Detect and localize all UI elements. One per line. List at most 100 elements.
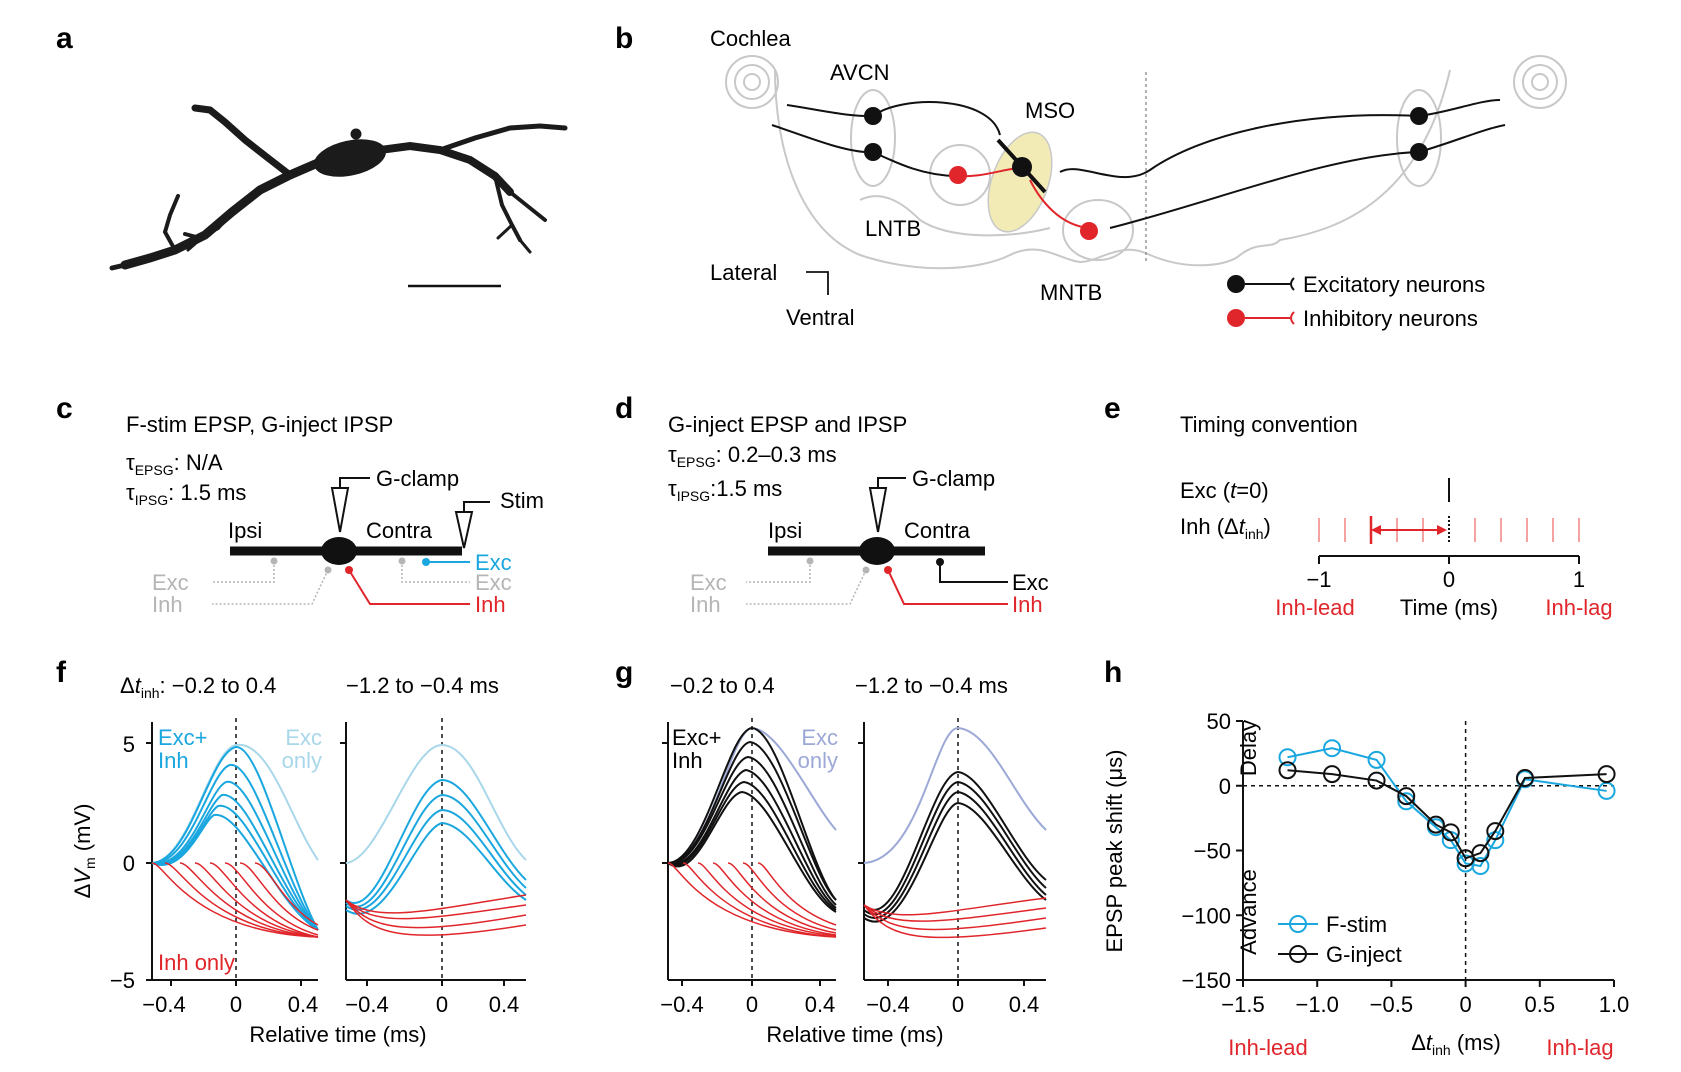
label-lateral: Lateral: [710, 260, 777, 285]
panel-d-title: G-inject EPSP and IPSP: [668, 412, 907, 437]
label-lntb: LNTB: [865, 216, 921, 241]
panel-d-inh-gray: Inh: [690, 592, 721, 617]
g-xtick-a3: 0.4: [805, 992, 836, 1017]
h-xlabel: Δtinh (ms): [1411, 1030, 1501, 1058]
panel-letter-h: h: [1104, 656, 1122, 689]
h-ytick-label: −100: [1181, 903, 1231, 928]
h-point-f-stim: [1323, 739, 1342, 758]
lntb-neuron: [949, 166, 967, 184]
h-point-g-inject: [1323, 765, 1342, 784]
f-xtick-b1: −0.4: [345, 992, 388, 1017]
panel-letter-f: f: [56, 656, 67, 689]
circuit-diagram: Cochlea AVCN MSO LNTB MNTB Lateral Ventr…: [710, 26, 1567, 331]
legend-fstim-marker: [1289, 915, 1307, 933]
panel-e-lag: Inh-lag: [1545, 595, 1612, 620]
label-avcn: AVCN: [830, 60, 890, 85]
legend-inh-dot: [1227, 309, 1245, 327]
gclamp-electrode-icon: [330, 487, 350, 533]
inh-time-ticks: [1318, 518, 1580, 542]
h-point-g-inject: [1367, 771, 1386, 790]
h-point-g-inject: [1597, 765, 1616, 784]
h-delay-label: Delay: [1236, 720, 1261, 776]
f-ytick-0: 0: [123, 851, 135, 876]
panel-c-schematic: F-stim EPSP, G-inject IPSP τEPSG: N/A τI…: [126, 412, 544, 617]
h-legend-ginject: G-inject: [1326, 942, 1402, 967]
h-point-g-inject: [1515, 768, 1534, 787]
label-cochlea: Cochlea: [710, 26, 791, 51]
panel-f-title-left: Δtinh: −0.2 to 0.4: [120, 673, 276, 701]
f-right-exc-only: [345, 743, 527, 864]
panel-g-title-left: −0.2 to 0.4: [670, 673, 775, 698]
f-left-combined: [151, 745, 319, 931]
panel-c-inh-gray: Inh: [152, 592, 183, 617]
g-label-only2: only: [798, 748, 838, 773]
f-left-inh-only: [151, 862, 319, 938]
f-label-only2: only: [282, 748, 322, 773]
panel-d-tau-epsg: τEPSG: 0.2–0.3 ms: [668, 442, 837, 470]
h-advance-label: Advance: [1236, 869, 1261, 955]
panel-c-tau-epsg: τEPSG: N/A: [126, 450, 223, 478]
g-xlabel: Relative time (ms): [766, 1022, 943, 1047]
panel-letter-g: g: [615, 656, 633, 689]
f-xtick-a3: 0.4: [288, 992, 319, 1017]
panel-e-timing: Timing convention Exc (t=0) Inh (Δtinh) …: [1180, 412, 1613, 620]
h-lag-label: Inh-lag: [1546, 1035, 1613, 1060]
h-point-f-stim: [1397, 792, 1416, 811]
f-xtick-b3: 0.4: [489, 992, 520, 1017]
h-ytick-label: −50: [1194, 839, 1231, 864]
panel-letter-c: c: [56, 392, 73, 425]
soma: [859, 537, 895, 565]
h-xtick-label: −0.5: [1370, 992, 1413, 1017]
h-point-f-stim: [1278, 748, 1297, 767]
panel-e-exc-row: Exc (t=0): [1180, 478, 1269, 503]
f-label-combo1: Exc+: [158, 725, 208, 750]
panel-d-exc-gray: Exc: [690, 570, 727, 595]
gclamp-electrode-icon: [868, 487, 888, 533]
panel-e-lead: Inh-lead: [1275, 595, 1355, 620]
f-xtick-a2: 0: [230, 992, 242, 1017]
panel-letter-d: d: [615, 392, 633, 425]
panel-e-tick-minus1: −1: [1306, 567, 1331, 592]
legend-ginject-marker: [1289, 945, 1307, 963]
panel-c-tau-ipsg: τIPSG: 1.5 ms: [126, 480, 246, 508]
panel-g-traces: −0.2 to 0.4 −1.2 to −0.4 ms −0.4 0 0.4 −…: [660, 673, 1047, 1047]
panel-e-inh-row: Inh (Δtinh): [1180, 514, 1271, 542]
f-label-combo2: Inh: [158, 748, 189, 773]
h-point-g-inject: [1441, 823, 1460, 842]
h-xtick-label: −1.5: [1221, 992, 1264, 1017]
h-point-f-stim: [1367, 750, 1386, 769]
h-point-g-inject: [1278, 761, 1297, 780]
label-mntb: MNTB: [1040, 280, 1102, 305]
panel-c-exc-gray-right: Exc: [475, 570, 512, 595]
panel-e-xlabel: Time (ms): [1400, 595, 1498, 620]
label-ventral: Ventral: [786, 305, 855, 330]
panel-d-inh-red: Inh: [1012, 592, 1043, 617]
panel-e-tick-0: 0: [1443, 567, 1455, 592]
panel-d-contra: Contra: [904, 518, 971, 543]
panel-d-tau-ipsg: τIPSG:1.5 ms: [668, 476, 782, 504]
panel-c-contra: Contra: [366, 518, 433, 543]
f-label-inh-only: Inh only: [158, 950, 235, 975]
h-ylabel: EPSP peak shift (μs): [1102, 749, 1127, 952]
left-avcn: [850, 89, 896, 187]
panel-c-ipsi: Ipsi: [228, 518, 262, 543]
panel-letter-a: a: [56, 22, 73, 55]
h-point-g-inject: [1397, 787, 1416, 806]
panel-e-title: Timing convention: [1180, 412, 1358, 437]
g-left-combined: [667, 726, 837, 913]
right-avcn: [1396, 89, 1442, 187]
mntb-neuron: [1080, 222, 1098, 240]
panel-c-title: F-stim EPSP, G-inject IPSP: [126, 412, 393, 437]
h-point-g-inject: [1471, 844, 1490, 863]
h-lead-label: Inh-lead: [1228, 1035, 1308, 1060]
neuron-micrograph: [109, 104, 568, 271]
legend-inh-label: Inhibitory neurons: [1303, 306, 1478, 331]
panel-d-exc-black: Exc: [1012, 570, 1049, 595]
panel-d-gclamp: G-clamp: [912, 466, 995, 491]
f-right-inh-only: [345, 894, 527, 936]
f-ytick-5: 5: [123, 732, 135, 757]
avcn-neuron-4: [1410, 143, 1428, 161]
f-xtick-a1: −0.4: [142, 992, 185, 1017]
g-left-inh-only: [667, 862, 837, 938]
